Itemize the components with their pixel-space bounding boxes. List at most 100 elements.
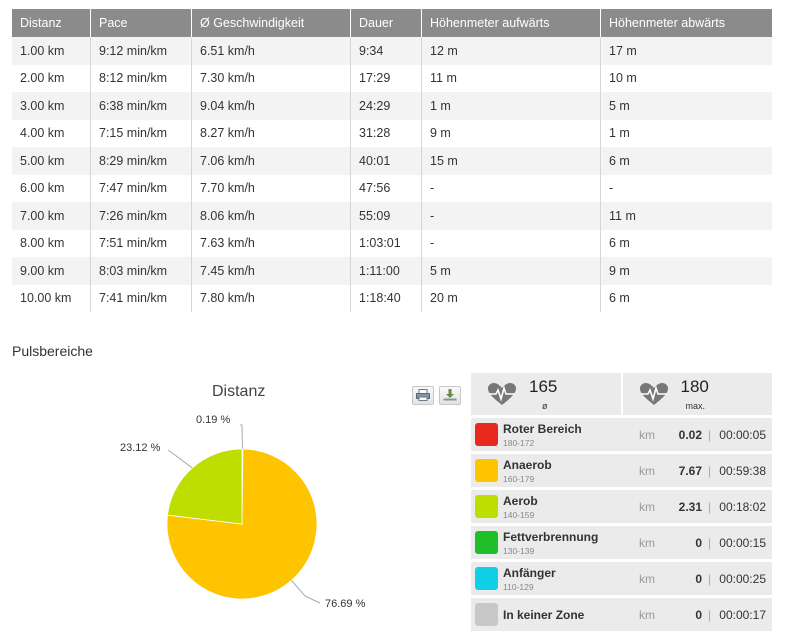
cell-descent: 6 m xyxy=(600,147,772,175)
zone-range: 160-179 xyxy=(503,474,535,484)
zone-range: 180-172 xyxy=(503,438,535,448)
cell-descent: - xyxy=(600,174,772,202)
zone-name: Aerob xyxy=(503,494,538,508)
zone-distance: 2.31 xyxy=(678,500,702,514)
max-pulse-cell: 180 max. xyxy=(620,373,773,415)
splits-table: Distanz Pace Ø Geschwindigkeit Dauer Höh… xyxy=(12,9,772,312)
zone-name: Anfänger xyxy=(503,566,556,580)
avg-pulse-value: 165 xyxy=(529,377,558,396)
col-header-distance[interactable]: Distanz xyxy=(12,9,91,37)
zone-name: In keiner Zone xyxy=(503,608,585,622)
cell-descent: 9 m xyxy=(600,257,772,285)
zone-time: 00:00:15 xyxy=(719,536,766,550)
cell-ascent: - xyxy=(421,229,601,257)
zone-distance: 7.67 xyxy=(678,464,702,478)
zone-color-swatch xyxy=(475,603,498,626)
col-header-ascent[interactable]: Höhenmeter aufwärts xyxy=(421,9,601,37)
cell-descent: 17 m xyxy=(600,37,772,65)
zone-row: In keiner Zone km 0 | 00:00:17 xyxy=(471,598,772,631)
col-header-pace[interactable]: Pace xyxy=(90,9,192,37)
cell-distance: 7.00 km xyxy=(12,202,91,230)
pie-label-connector xyxy=(167,449,193,469)
cell-distance: 6.00 km xyxy=(12,174,91,202)
cell-distance: 5.00 km xyxy=(12,147,91,175)
zone-row: Anaerob 160-179 km 7.67 | 00:59:38 xyxy=(471,454,772,487)
zone-separator: | xyxy=(708,428,712,442)
cell-pace: 7:15 min/km xyxy=(90,119,192,147)
cell-distance: 1.00 km xyxy=(12,37,91,65)
cell-duration: 9:34 xyxy=(350,37,422,65)
zone-separator: | xyxy=(708,572,712,586)
cell-pace: 8:03 min/km xyxy=(90,257,192,285)
splits-header-row: Distanz Pace Ø Geschwindigkeit Dauer Höh… xyxy=(12,9,772,37)
cell-descent: 10 m xyxy=(600,64,772,92)
cell-duration: 1:18:40 xyxy=(350,284,422,312)
zone-name: Roter Bereich xyxy=(503,422,582,436)
col-header-speed[interactable]: Ø Geschwindigkeit xyxy=(191,9,351,37)
pie-data-label: 76.69 % xyxy=(325,598,366,610)
cell-ascent: 11 m xyxy=(421,64,601,92)
cell-pace: 9:12 min/km xyxy=(90,37,192,65)
cell-duration: 24:29 xyxy=(350,92,422,120)
col-header-descent[interactable]: Höhenmeter abwärts xyxy=(600,9,772,37)
cell-duration: 17:29 xyxy=(350,64,422,92)
cell-ascent: 15 m xyxy=(421,147,601,175)
zone-distance: 0 xyxy=(695,536,702,550)
print-button[interactable] xyxy=(412,386,434,405)
pie-data-label: 0.19 % xyxy=(196,414,230,426)
cell-speed: 7.45 km/h xyxy=(191,257,351,285)
cell-descent: 5 m xyxy=(600,92,772,120)
cell-descent: 6 m xyxy=(600,284,772,312)
col-header-duration[interactable]: Dauer xyxy=(350,9,422,37)
cell-duration: 1:11:00 xyxy=(350,257,422,285)
zone-range: 110-129 xyxy=(503,582,534,592)
cell-speed: 7.30 km/h xyxy=(191,64,351,92)
cell-distance: 4.00 km xyxy=(12,119,91,147)
max-pulse-label: max. xyxy=(685,401,706,411)
cell-pace: 7:41 min/km xyxy=(90,284,192,312)
zone-row: Fettverbrennung 130-139 km 0 | 00:00:15 xyxy=(471,526,772,559)
pie-slice[interactable] xyxy=(167,448,243,525)
zone-range: 140-159 xyxy=(503,510,535,520)
table-row: 8.00 km 7:51 min/km 7.63 km/h 1:03:01-6 m xyxy=(12,229,772,257)
zone-unit: km xyxy=(639,464,655,478)
zone-separator: | xyxy=(708,608,712,622)
download-icon xyxy=(443,389,457,401)
zone-distance: 0 xyxy=(695,572,702,586)
zone-color-swatch xyxy=(475,423,498,446)
cell-speed: 7.70 km/h xyxy=(191,174,351,202)
zone-row: Anfänger 110-129 km 0 | 00:00:25 xyxy=(471,562,772,595)
pie-data-label: 23.12 % xyxy=(120,442,161,454)
cell-descent: 1 m xyxy=(600,119,772,147)
cell-pace: 6:38 min/km xyxy=(90,92,192,120)
cell-distance: 9.00 km xyxy=(12,257,91,285)
heart-icon xyxy=(639,383,668,405)
pulse-zones-panel: 165 ø 180 max. Roter Bereich 180-172 km 0.0… xyxy=(471,373,772,631)
avg-pulse-label: ø xyxy=(542,401,548,411)
zone-row: Aerob 140-159 km 2.31 | 00:18:02 xyxy=(471,490,772,523)
zone-distance: 0 xyxy=(695,608,702,622)
cell-pace: 7:47 min/km xyxy=(90,174,192,202)
cell-distance: 2.00 km xyxy=(12,64,91,92)
pulse-summary: 165 ø 180 max. xyxy=(471,373,772,415)
zone-unit: km xyxy=(639,428,655,442)
cell-duration: 40:01 xyxy=(350,147,422,175)
cell-ascent: - xyxy=(421,202,601,230)
cell-ascent: - xyxy=(421,174,601,202)
zone-separator: | xyxy=(708,500,712,514)
download-button[interactable] xyxy=(439,386,461,405)
cell-speed: 9.04 km/h xyxy=(191,92,351,120)
zone-name: Fettverbrennung xyxy=(503,530,599,544)
cell-ascent: 9 m xyxy=(421,119,601,147)
zone-time: 00:18:02 xyxy=(719,500,766,514)
zone-distance: 0.02 xyxy=(678,428,702,442)
max-pulse-value: 180 xyxy=(680,377,709,396)
zone-color-swatch xyxy=(475,531,498,554)
cell-duration: 55:09 xyxy=(350,202,422,230)
cell-ascent: 5 m xyxy=(421,257,601,285)
zone-color-swatch xyxy=(475,459,498,482)
